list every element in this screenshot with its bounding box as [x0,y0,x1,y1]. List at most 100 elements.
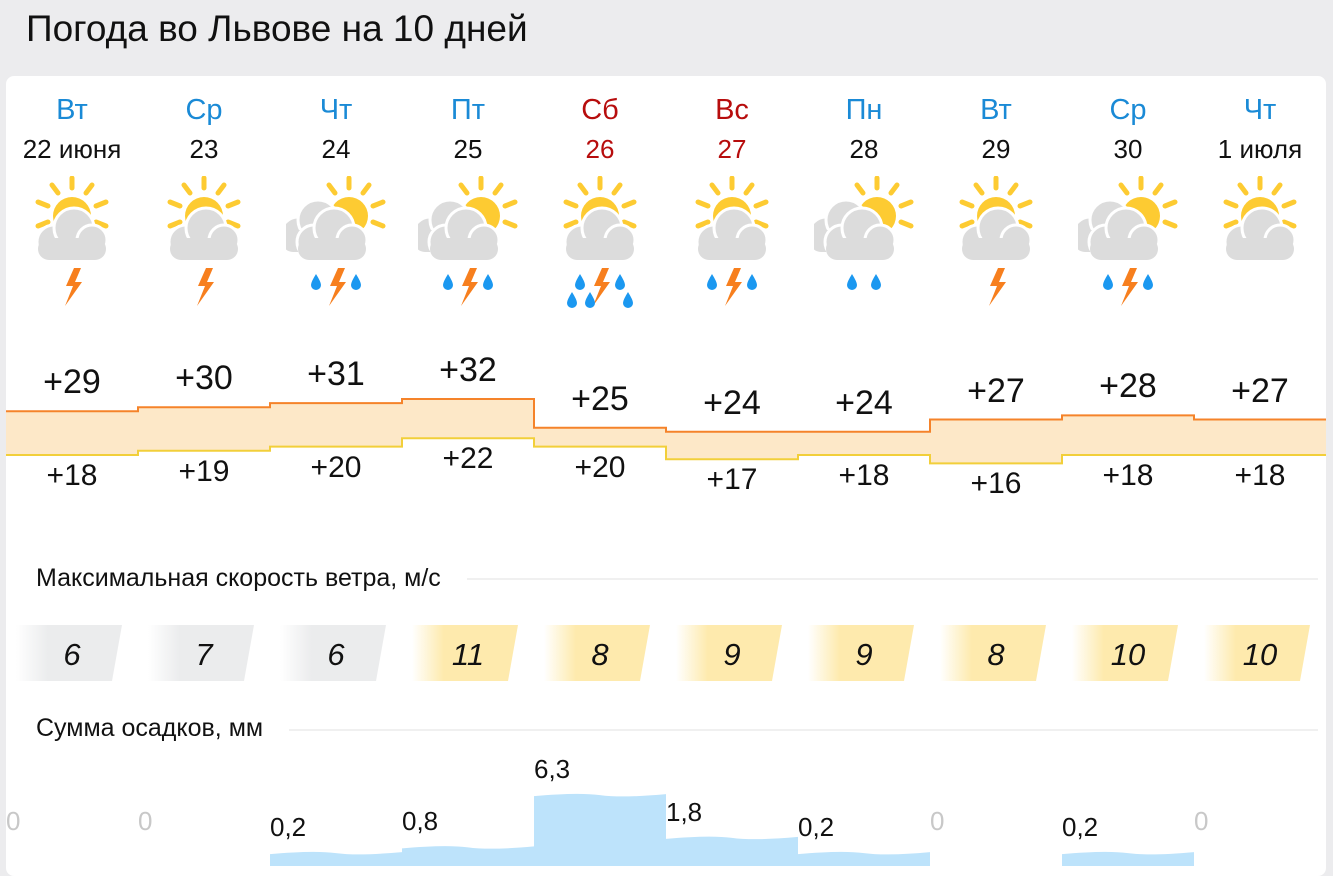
wind-value: 7 [195,637,213,672]
weather-icon-sun-cloud-thunder [154,175,254,321]
temp-range-segment [6,411,138,455]
weather-icon-sun-cloud-thunder [946,175,1046,321]
precip-bar [270,851,402,866]
weather-icon-sun-clouds-thunder-rain [1071,175,1178,321]
precip-bar [666,836,798,866]
day-date: 24 [321,134,351,164]
wind-speed: 9 [666,625,798,681]
wind-speed: 10 [1062,625,1194,681]
precip-bar [402,846,534,866]
wind-value: 8 [591,637,609,672]
day-of-week: Чт [1243,94,1277,126]
temp-max: +24 [835,383,893,422]
wind-value: 11 [451,637,485,672]
weather-icon-sun-clouds-rain [807,175,914,321]
temp-max: +31 [307,355,365,394]
temp-range-segment [798,431,930,455]
wind-speed: 11 [402,625,534,681]
temp-range-segment [402,399,534,439]
temp-max: +32 [439,351,497,389]
precip-value: 0 [930,806,945,836]
temp-range-segment [270,403,402,447]
temp-range-segment [1194,419,1326,455]
weather-icon-sun-cloud-thunder-rain [682,175,782,321]
day-of-week: Чт [319,94,353,126]
temp-range-segment [1062,415,1194,455]
precip-chart [270,793,1194,866]
day-of-week: Пт [450,94,486,126]
day-date: 1 июля [1217,134,1303,164]
temp-max: +29 [43,363,101,402]
weather-icon-sun-cloud-thunder [22,175,122,321]
day-date: 28 [849,134,879,164]
wind-speed: 10 [1194,625,1326,681]
precip-value: 0,2 [1062,812,1099,843]
temp-min: +18 [1102,459,1154,492]
wind-speed: 8 [930,625,1062,681]
temp-min: +20 [574,450,626,484]
precip-value: 6,3 [534,754,571,785]
day-of-week: Сб [581,94,619,126]
day-of-week: Вс [715,94,749,126]
day-date: 22 июня [22,134,122,164]
temp-max: +27 [1231,371,1289,410]
precip-value: 1,8 [666,796,703,827]
divider [36,729,1318,731]
weather-icon-sun-clouds-thunder-rain [279,175,386,321]
precip-value: 0 [1194,806,1209,836]
wind-value: 6 [63,637,81,672]
page-title: Погода во Львове на 10 дней [26,8,528,49]
day-of-week: Ср [185,94,223,126]
temp-min: +18 [1234,459,1286,492]
temp-max: +24 [703,383,761,422]
day-date: 27 [717,134,747,164]
wind-speed: 6 [270,625,402,681]
weather-icon-sun-cloud [1210,175,1310,321]
day-of-week: Вт [56,94,88,126]
day-of-week: Вт [980,94,1012,126]
precip-bar [534,793,666,866]
day-of-week: Ср [1109,94,1147,126]
day-of-week: Пн [845,94,883,126]
wind-value: 9 [855,637,873,672]
temp-min: +19 [178,454,230,488]
wind-value: 9 [723,637,741,672]
day-date: 29 [981,134,1011,164]
wind-speed: 8 [534,625,666,681]
temp-min: +22 [442,442,494,476]
temp-min: +20 [310,450,362,484]
temp-min: +16 [970,467,1022,501]
precip-bar [798,851,930,866]
max-temp-line [6,398,1326,433]
temp-max: +28 [1099,367,1157,406]
temp-max: +27 [967,371,1025,410]
temp-min: +17 [706,463,758,497]
divider [36,578,1318,580]
wind-speed: 7 [138,625,270,681]
wind-section-title: Максимальная скорость ветра, м/с [36,564,467,593]
min-temp-line [6,437,1326,465]
day-date: 30 [1113,134,1143,164]
temp-max: +30 [175,359,233,398]
precip-value: 0 [6,806,21,836]
precip-section-title: Сумма осадков, мм [36,714,290,743]
wind-speed: 9 [798,625,930,681]
temp-range-segment [534,427,666,447]
precip-value: 0,8 [402,806,439,837]
forecast-card: Максимальная скорость ветра, м/с Сумма о… [6,76,1326,876]
precip-value: 0,2 [798,812,835,843]
wind-value: 6 [327,637,345,672]
wind-value: 10 [1110,637,1146,672]
temp-min: +18 [838,459,890,492]
day-date: 25 [453,134,483,164]
temp-max: +25 [571,379,629,418]
wind-speed: 6 [6,625,138,681]
day-date: 26 [585,134,615,164]
temp-range-segment [666,431,798,460]
wind-value: 10 [1242,637,1278,672]
wind-value: 8 [987,637,1005,672]
day-date: 23 [189,134,219,164]
temp-range-segment [930,419,1062,464]
temp-min: +18 [46,459,98,492]
weather-icon-sun-cloud-thunder-heavy-rain [550,175,650,321]
